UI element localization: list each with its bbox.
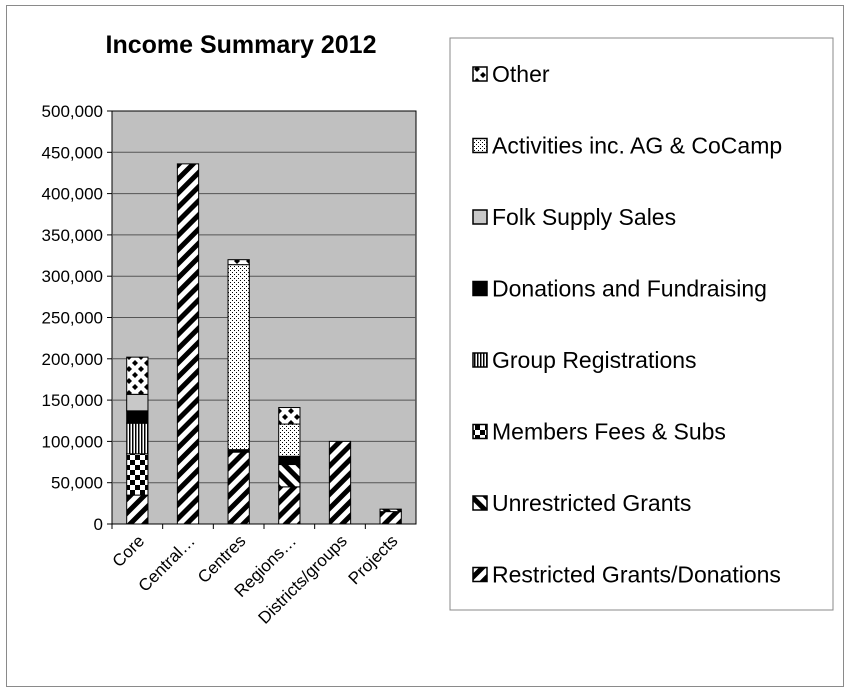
legend-swatch xyxy=(472,209,488,225)
legend-swatch xyxy=(472,66,488,82)
legend-box xyxy=(449,37,834,611)
y-tick-label: 500,000 xyxy=(42,102,103,121)
legend: Other Activities inc. AG & CoCamp Folk Sup… xyxy=(472,61,782,588)
bar-segment xyxy=(227,259,250,266)
bar-segment xyxy=(126,422,149,455)
chart-title: Income Summary 2012 xyxy=(106,31,377,59)
y-tick-label: 250,000 xyxy=(42,309,103,328)
legend-label: Unrestricted Grants xyxy=(492,490,691,516)
bar-segment xyxy=(278,407,301,425)
bar-segment xyxy=(126,494,149,525)
y-tick-label: 400,000 xyxy=(42,185,103,204)
y-tick-label: 100,000 xyxy=(42,432,103,451)
x-category-label: Districts/groups xyxy=(255,531,351,627)
bar-segment xyxy=(278,455,301,466)
bar-segment xyxy=(126,410,149,424)
bar-segment xyxy=(379,511,402,525)
legend-label: Restricted Grants/Donations xyxy=(492,562,781,588)
legend-label: Activities inc. AG & CoCamp xyxy=(492,133,782,159)
y-tick-label: 450,000 xyxy=(42,143,103,162)
y-tick-label: 150,000 xyxy=(42,391,103,410)
y-tick-label: 0 xyxy=(94,515,103,534)
gridlines xyxy=(112,151,416,484)
y-tick-label: 350,000 xyxy=(42,226,103,245)
bar-segment xyxy=(328,440,352,525)
legend-label: Folk Supply Sales xyxy=(492,204,676,230)
y-tick-label: 50,000 xyxy=(51,474,103,493)
bar-segment xyxy=(176,163,200,525)
legend-label: Members Fees & Subs xyxy=(492,419,726,445)
bar-segment xyxy=(126,393,149,412)
bar-segment xyxy=(379,508,402,513)
bar-segment xyxy=(126,453,149,496)
bar-segment xyxy=(278,486,301,525)
bar-segment xyxy=(126,356,149,395)
legend-label: Other xyxy=(492,61,550,87)
bar-segment xyxy=(278,464,301,488)
y-axis-ticks: 0 50,000 100,000 150,000 200,000 250,000 300,0… xyxy=(42,102,112,534)
legend-swatch xyxy=(472,280,488,297)
legend-swatch xyxy=(472,352,488,368)
legend-label: Donations and Fundraising xyxy=(492,276,767,302)
x-category-label: Core xyxy=(109,531,148,570)
x-axis-labels: CoreCentral…CentresRegions…Districts/gro… xyxy=(109,531,402,627)
bar-segment xyxy=(278,423,301,457)
bar-segment xyxy=(227,264,250,451)
legend-swatch xyxy=(472,137,488,154)
x-category-label: Projects xyxy=(345,531,402,588)
legend-swatch xyxy=(472,566,488,583)
bar-stacks xyxy=(111,163,402,529)
legend-swatch xyxy=(472,423,488,440)
y-tick-label: 200,000 xyxy=(42,350,103,369)
bar-segment xyxy=(227,451,250,525)
legend-swatch xyxy=(472,495,488,511)
y-tick-label: 300,000 xyxy=(42,267,103,286)
legend-label: Group Registrations xyxy=(492,347,697,373)
